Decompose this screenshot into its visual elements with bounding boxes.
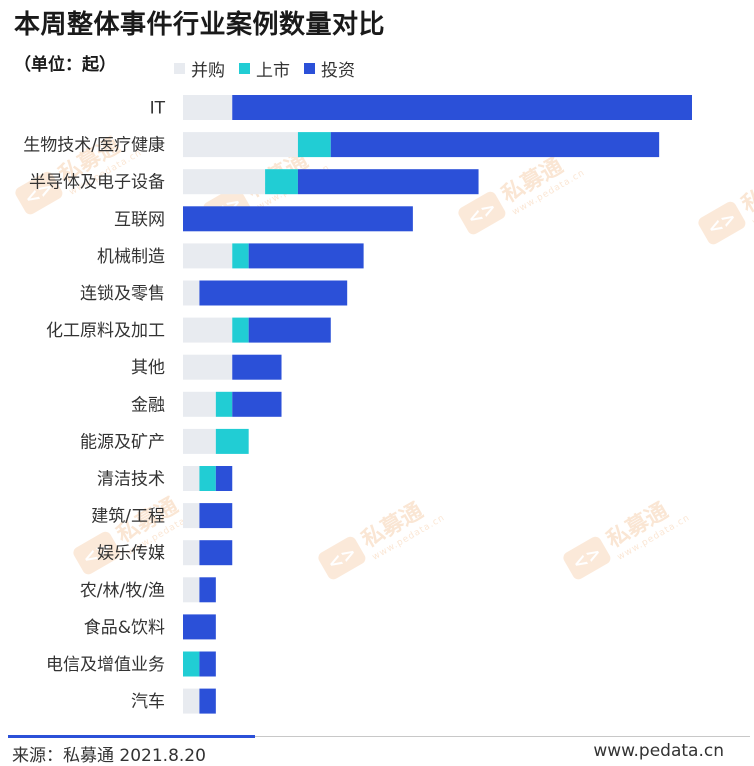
bar-segment-investment xyxy=(297,169,479,195)
category-label: 电信及增值业务 xyxy=(46,655,165,675)
category-label: 能源及矿产 xyxy=(80,432,165,452)
bar-segment-investment xyxy=(199,503,233,529)
legend-label-investment: 投资 xyxy=(321,61,355,81)
category-label: 连锁及零售 xyxy=(80,284,165,304)
category-label: 生物技术/医疗健康 xyxy=(23,136,165,156)
bar-segment-ipo xyxy=(232,243,249,269)
bar-segment-merger xyxy=(183,540,200,566)
bar-segment-investment xyxy=(199,651,216,677)
category-label: 农/林/牧/渔 xyxy=(80,581,165,601)
bar-segment-merger xyxy=(183,132,298,158)
category-label: 汽车 xyxy=(131,692,165,712)
bar-segment-merger xyxy=(183,354,233,380)
bar-segment-merger xyxy=(183,466,200,491)
bar-segment-ipo xyxy=(265,169,298,195)
bar-segment-investment xyxy=(199,688,216,714)
category-label: 互联网 xyxy=(114,210,165,230)
bar-segment-investment xyxy=(248,243,364,269)
bar-segment-investment xyxy=(215,466,233,491)
category-label: 金融 xyxy=(131,395,165,415)
bar-segment-investment xyxy=(248,317,331,343)
bar-segment-investment xyxy=(232,95,693,120)
bar-segment-merger xyxy=(183,428,216,454)
unit-label: （单位：起） xyxy=(14,55,116,75)
bar-segment-investment xyxy=(199,280,348,306)
legend-item-investment: 投资 xyxy=(304,56,355,81)
bar-segment-merger xyxy=(183,577,200,603)
category-label: 建筑/工程 xyxy=(91,507,165,527)
bar-segment-merger xyxy=(183,95,233,120)
legend-label-ipo: 上市 xyxy=(256,61,290,81)
source-text: 来源：私募通 2021.8.20 xyxy=(12,746,206,766)
legend-swatch-ipo xyxy=(239,63,250,74)
category-label: 其他 xyxy=(131,358,165,378)
category-label: 半导体及电子设备 xyxy=(29,173,165,193)
bar-segment-investment xyxy=(183,206,413,232)
bar-segment-merger xyxy=(183,503,200,529)
legend-swatch-investment xyxy=(304,63,315,74)
bar-segment-merger xyxy=(183,169,266,195)
legend-label-merger: 并购 xyxy=(191,61,225,81)
category-label: 清洁技术 xyxy=(97,470,165,490)
bar-segment-merger xyxy=(183,243,233,269)
category-label: 娱乐传媒 xyxy=(97,544,165,564)
bar-segment-merger xyxy=(183,688,200,714)
bar-segment-ipo xyxy=(199,466,216,491)
bar-segment-investment xyxy=(232,391,282,417)
legend: 并购 上市 投资 xyxy=(174,56,355,81)
chart-title: 本周整体事件行业案例数量对比 xyxy=(14,10,386,40)
bar-segment-ipo xyxy=(215,391,233,417)
footer-accent-bar xyxy=(8,735,255,738)
category-label: 机械制造 xyxy=(97,247,165,267)
bar-segment-ipo xyxy=(232,317,249,343)
bar-segment-investment xyxy=(199,540,233,566)
category-label: 化工原料及加工 xyxy=(46,321,165,341)
category-label: IT xyxy=(150,99,166,119)
legend-item-ipo: 上市 xyxy=(239,56,290,81)
bar-segment-investment xyxy=(183,614,216,640)
legend-swatch-merger xyxy=(174,63,185,74)
bar-segment-merger xyxy=(183,280,200,306)
category-label: 食品&饮料 xyxy=(84,618,165,638)
bar-segment-ipo xyxy=(215,428,249,454)
bar-segment-merger xyxy=(183,391,216,417)
bar-segment-investment xyxy=(330,132,660,158)
legend-item-merger: 并购 xyxy=(174,56,225,81)
bar-segment-investment xyxy=(199,577,216,603)
site-url: www.pedata.cn xyxy=(593,741,724,761)
footer-divider xyxy=(8,736,750,737)
bar-segment-ipo xyxy=(297,132,331,158)
bar-segment-investment xyxy=(232,354,282,380)
bar-segment-ipo xyxy=(183,651,200,677)
bar-segment-merger xyxy=(183,317,233,343)
